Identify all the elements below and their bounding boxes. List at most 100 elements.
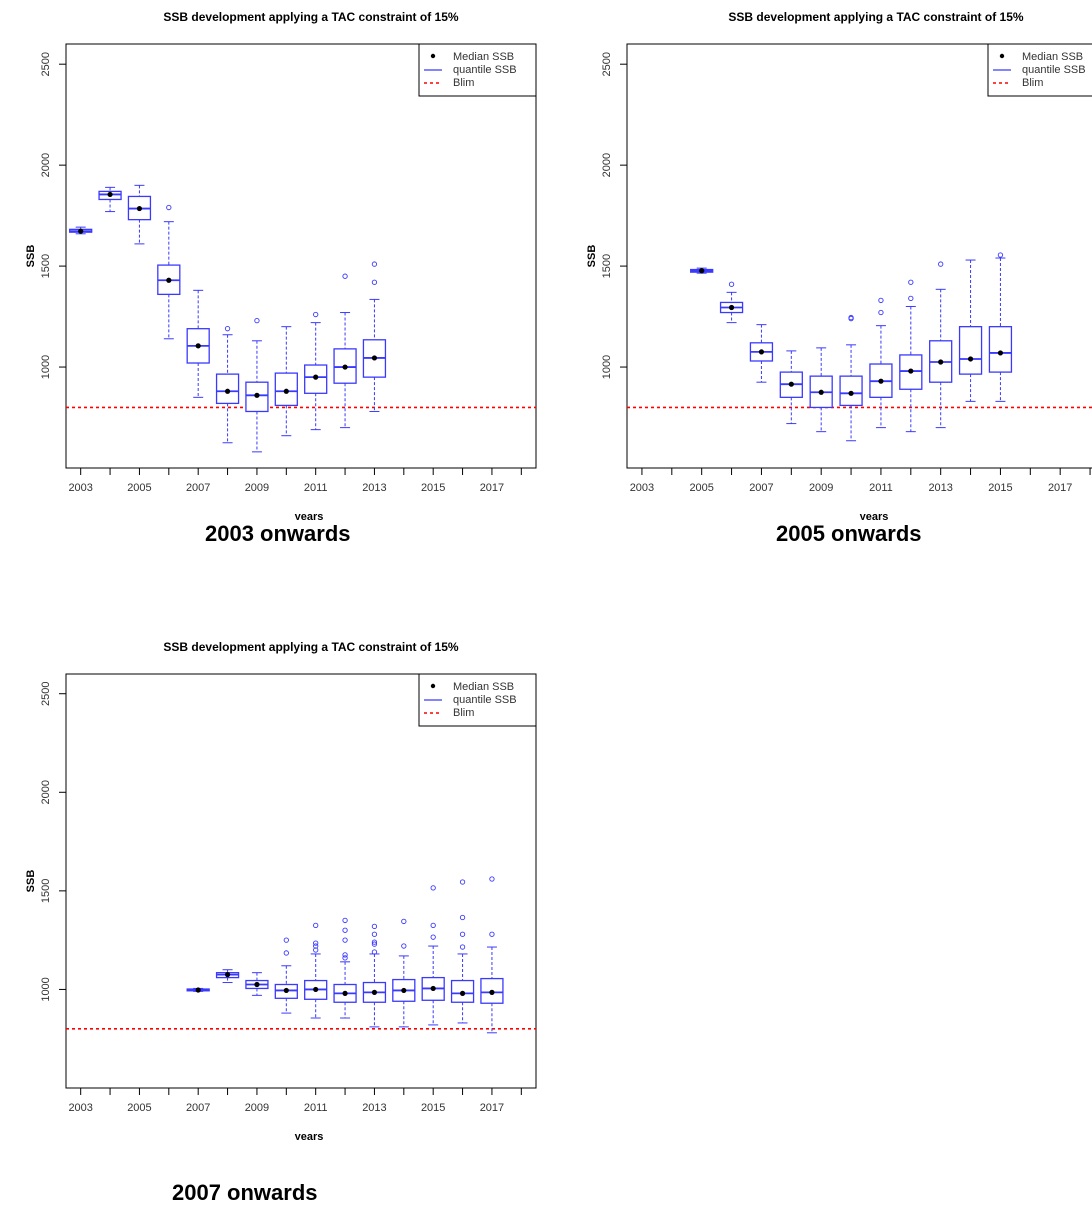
ssb-boxplot-2003: SSB development applying a TAC constrain…: [25, 10, 537, 520]
x-tick-label: 2009: [809, 482, 833, 494]
median-point: [195, 987, 201, 993]
legend-label: Blim: [453, 707, 474, 719]
y-tick-label: 2500: [601, 52, 613, 76]
box-2007: [186, 987, 210, 993]
outlier-point: [459, 931, 466, 937]
legend-box: [418, 43, 537, 97]
median-point: [166, 277, 172, 283]
box-2012: [333, 273, 357, 429]
caption-2005: 2005 onwards: [776, 521, 922, 546]
outlier-point: [878, 309, 884, 316]
y-tick-label: 1500: [40, 254, 52, 278]
median-point: [313, 374, 319, 380]
legend-label: Median SSB: [1022, 51, 1083, 63]
outlier-point: [283, 937, 289, 943]
box-2005: [690, 267, 714, 274]
iqr-box: [988, 326, 1013, 373]
legend-label: quantile SSB: [453, 694, 517, 706]
box-2010: [274, 326, 298, 437]
caption-2003: 2003 onwards: [205, 521, 351, 546]
outlier-point: [342, 952, 348, 958]
median-point: [489, 989, 495, 995]
ssb-boxplot-2005: SSB development applying a TAC constrain…: [586, 10, 1092, 520]
median-point: [136, 205, 143, 212]
median-point: [283, 987, 289, 994]
outlier-point: [342, 273, 348, 279]
box-2014: [392, 918, 416, 1028]
x-tick-label: 2007: [749, 482, 773, 494]
x-tick-label: 2005: [127, 1102, 151, 1114]
median-point: [699, 268, 705, 274]
x-tick-label: 2013: [362, 482, 386, 494]
median-point: [997, 350, 1004, 356]
y-tick-label: 2500: [40, 52, 52, 76]
box-2013: [362, 261, 387, 412]
median-point: [342, 990, 348, 996]
outlier-point: [848, 314, 854, 321]
box-2015: [988, 252, 1013, 402]
box-2003: [69, 226, 93, 235]
x-tick-label: 2015: [421, 1102, 445, 1114]
plot-frame: [65, 673, 537, 1089]
x-tick-label: 2015: [988, 482, 1012, 494]
y-tick-label: 1500: [40, 879, 52, 903]
box-2005: [127, 184, 152, 245]
box-2013: [929, 261, 953, 429]
x-tick-label: 2013: [928, 482, 952, 494]
box-2015: [421, 885, 445, 1026]
outlier-point: [313, 922, 319, 929]
outlier-point: [313, 947, 319, 953]
y-tick-label: 2000: [40, 153, 52, 177]
outlier-point: [254, 317, 260, 324]
outlier-point: [313, 311, 319, 318]
median-point: [758, 349, 765, 355]
x-tick-label: 2005: [689, 482, 713, 494]
median-point: [728, 304, 735, 311]
x-tick-label: 2011: [304, 482, 328, 494]
legend-label: quantile SSB: [453, 64, 517, 76]
outlier-point: [371, 931, 378, 937]
median-point: [254, 392, 260, 398]
outlier-point: [489, 876, 495, 882]
outlier-point: [728, 281, 735, 287]
chart-title: SSB development applying a TAC constrain…: [728, 10, 1023, 24]
median-point: [371, 989, 378, 995]
outlier-point: [878, 297, 884, 304]
legend-label: Blim: [453, 77, 474, 89]
outlier-point: [342, 937, 348, 943]
legend-label: quantile SSB: [1022, 64, 1086, 76]
y-axis-title: SSB: [25, 870, 37, 893]
y-tick-label: 1500: [601, 254, 613, 278]
legend-median-symbol: [999, 53, 1005, 59]
outlier-point: [342, 927, 348, 933]
outlier-point: [997, 252, 1004, 258]
x-tick-label: 2013: [362, 1102, 386, 1114]
x-tick-label: 2003: [630, 482, 654, 494]
box-2007: [749, 324, 774, 383]
median-point: [342, 364, 348, 370]
y-axis-title: SSB: [586, 245, 598, 268]
plot-frame: [65, 43, 537, 469]
median-point: [224, 388, 231, 394]
median-point: [848, 390, 854, 396]
outlier-point: [459, 914, 466, 921]
box-2009: [809, 347, 833, 433]
box-2012: [899, 279, 923, 433]
x-axis-title: years: [295, 1131, 324, 1140]
box-2014: [958, 259, 983, 402]
box-2011: [304, 311, 328, 431]
box-2012: [333, 917, 357, 1019]
box-2016: [450, 879, 475, 1024]
outlier-point: [371, 923, 378, 929]
outlier-point: [908, 279, 914, 285]
outlier-point: [371, 261, 378, 267]
median-point: [908, 368, 914, 374]
legend-label: Median SSB: [453, 51, 514, 63]
legend-label: Median SSB: [453, 681, 514, 693]
median-point: [371, 355, 378, 361]
box-2010: [274, 937, 298, 1014]
box-2011: [869, 297, 893, 429]
outlier-point: [401, 943, 407, 949]
outlier-point: [430, 934, 436, 940]
